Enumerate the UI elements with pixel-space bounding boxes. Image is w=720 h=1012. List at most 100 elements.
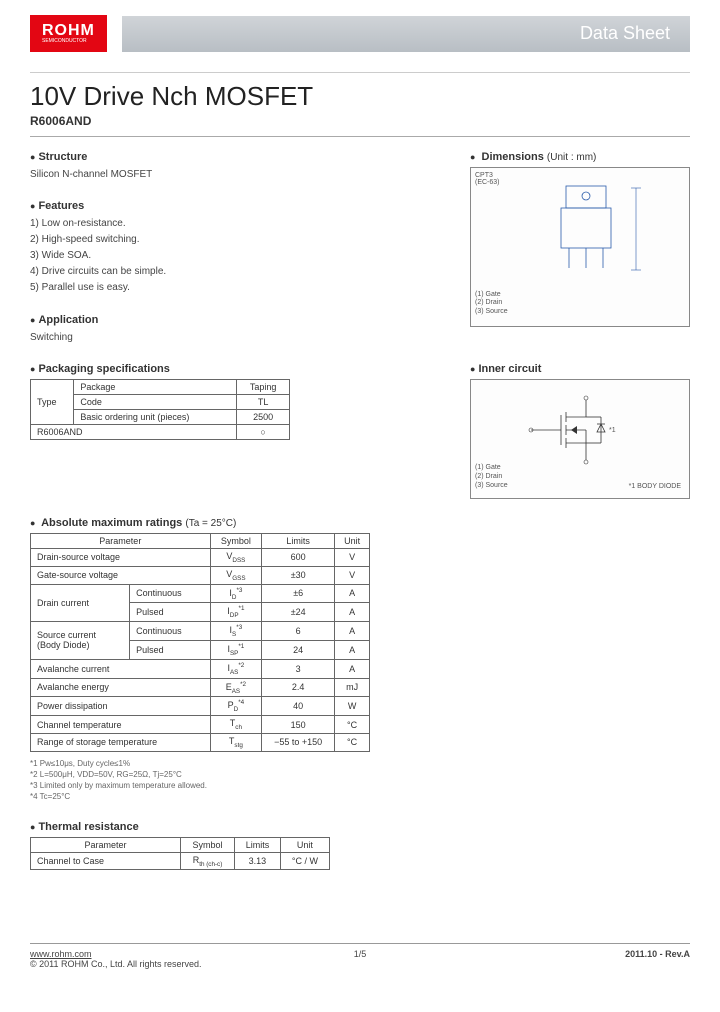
packaging-table: Type Package Taping Code TL Basic orderi… [30,379,290,440]
note-item: *1 Pw≤10μs, Duty cycle≤1% [30,758,690,769]
note-item: *4 Tc=25°C [30,791,690,802]
divider [30,72,690,73]
svg-text:*1: *1 [609,427,616,434]
table-cell: Power dissipation [31,697,211,716]
table-cell: Tstg [210,733,262,751]
table-cell: TL [237,395,290,410]
table-cell: V [335,566,370,584]
table-cell: Pulsed [130,640,211,659]
thermal-section: Thermal resistance Parameter Symbol Limi… [30,821,690,871]
table-cell: Range of storage temperature [31,733,211,751]
table-cell: VDSS [210,549,262,567]
footer-page: 1/5 [354,949,367,959]
table-cell: 6 [262,622,335,641]
table-cell: −55 to +150 [262,733,335,751]
section-heading: Features [30,200,450,212]
header-banner: Data Sheet [122,16,690,52]
footer-copyright: © 2011 ROHM Co., Ltd. All rights reserve… [30,959,202,969]
table-header: Parameter [31,837,181,852]
table-cell: Code [74,395,237,410]
body-diode-note: *1 BODY DIODE [629,483,681,490]
table-cell: Drain-source voltage [31,549,211,567]
table-header: Limits [235,837,281,852]
section-heading: Application [30,314,450,326]
table-cell: 3 [262,659,335,678]
inner-circuit-drawing: *1 (1) Gate (2) Drain (3) Source *1 BODY… [470,379,690,499]
table-cell: ○ [237,425,290,440]
table-cell: A [335,603,370,622]
pin-labels: (1) Gate (2) Drain (3) Source [475,291,508,316]
table-cell: Rth (ch-c) [181,852,235,870]
table-cell: VGSS [210,566,262,584]
table-header: Unit [335,534,370,549]
table-cell: A [335,622,370,641]
table-cell: 2.4 [262,678,335,697]
table-cell: Package [74,380,237,395]
logo-text: ROHM [42,22,95,39]
banner-text: Data Sheet [580,23,670,44]
table-cell: 600 [262,549,335,567]
table-cell: IAS*2 [210,659,262,678]
structure-text: Silicon N-channel MOSFET [30,167,450,182]
section-heading: Absolute maximum ratings (Ta = 25°C) [30,517,690,529]
section-heading: Packaging specifications [30,363,450,375]
note-item: *2 L=500μH, VDD=50V, RG=25Ω, Tj=25°C [30,769,690,780]
features-list: 1) Low on-resistance. 2) High-speed swit… [30,216,450,296]
dimensions-heading: Dimensions [482,151,544,163]
table-cell: V [335,549,370,567]
dimensions-section: Dimensions (Unit : mm) CPT3 (EC-63) [470,151,690,327]
table-cell: Source current (Body Diode) [31,622,130,660]
table-cell: Tch [210,716,262,734]
table-cell: A [335,584,370,603]
feature-item: 5) Parallel use is easy. [30,280,450,296]
table-cell: Continuous [130,584,211,603]
table-cell: 40 [262,697,335,716]
table-cell: Channel temperature [31,716,211,734]
application-section: Application Switching [30,314,450,345]
page-footer: www.rohm.com © 2011 ROHM Co., Ltd. All r… [30,943,690,969]
table-cell: IDP*1 [210,603,262,622]
table-cell: Basic ordering unit (pieces) [74,410,237,425]
table-header: Symbol [210,534,262,549]
section-heading: Inner circuit [470,363,690,375]
table-header: Unit [280,837,329,852]
table-cell: Channel to Case [31,852,181,870]
logo-subtext: SEMICONDUCTOR [42,39,95,44]
table-cell: 2500 [237,410,290,425]
feature-item: 2) High-speed switching. [30,232,450,248]
dimensions-unit: (Unit : mm) [547,152,596,163]
table-cell: ID*3 [210,584,262,603]
package-code: CPT3 (EC-63) [475,172,500,186]
table-cell: 24 [262,640,335,659]
table-cell: Avalanche energy [31,678,211,697]
inner-circuit-section: Inner circuit [470,363,690,499]
note-item: *3 Limited only by maximum temperature a… [30,780,690,791]
part-number: R6006AND [30,114,690,128]
table-cell: PD*4 [210,697,262,716]
table-cell: ISP*1 [210,640,262,659]
table-cell: °C [335,733,370,751]
table-cell: Gate-source voltage [31,566,211,584]
table-cell: R6006AND [31,425,237,440]
package-outline-icon [531,178,671,318]
table-cell: Drain current [31,584,130,622]
section-heading: Thermal resistance [30,821,690,833]
ratings-notes: *1 Pw≤10μs, Duty cycle≤1% *2 L=500μH, VD… [30,758,690,803]
table-cell: ±6 [262,584,335,603]
footer-rev: 2011.10 - Rev.A [625,949,690,969]
table-cell: °C / W [280,852,329,870]
table-cell: EAS*2 [210,678,262,697]
table-header: Symbol [181,837,235,852]
dimensions-drawing: CPT3 (EC-63) (1) Gate (2) Drain (3) Sour… [470,167,690,327]
table-cell: °C [335,716,370,734]
table-cell: 150 [262,716,335,734]
application-text: Switching [30,330,450,345]
features-section: Features 1) Low on-resistance. 2) High-s… [30,200,450,296]
table-cell: Taping [237,380,290,395]
divider [30,136,690,137]
section-heading: Structure [30,151,450,163]
table-cell: Avalanche current [31,659,211,678]
table-cell: mJ [335,678,370,697]
footer-left: www.rohm.com © 2011 ROHM Co., Ltd. All r… [30,949,202,969]
table-cell: 3.13 [235,852,281,870]
